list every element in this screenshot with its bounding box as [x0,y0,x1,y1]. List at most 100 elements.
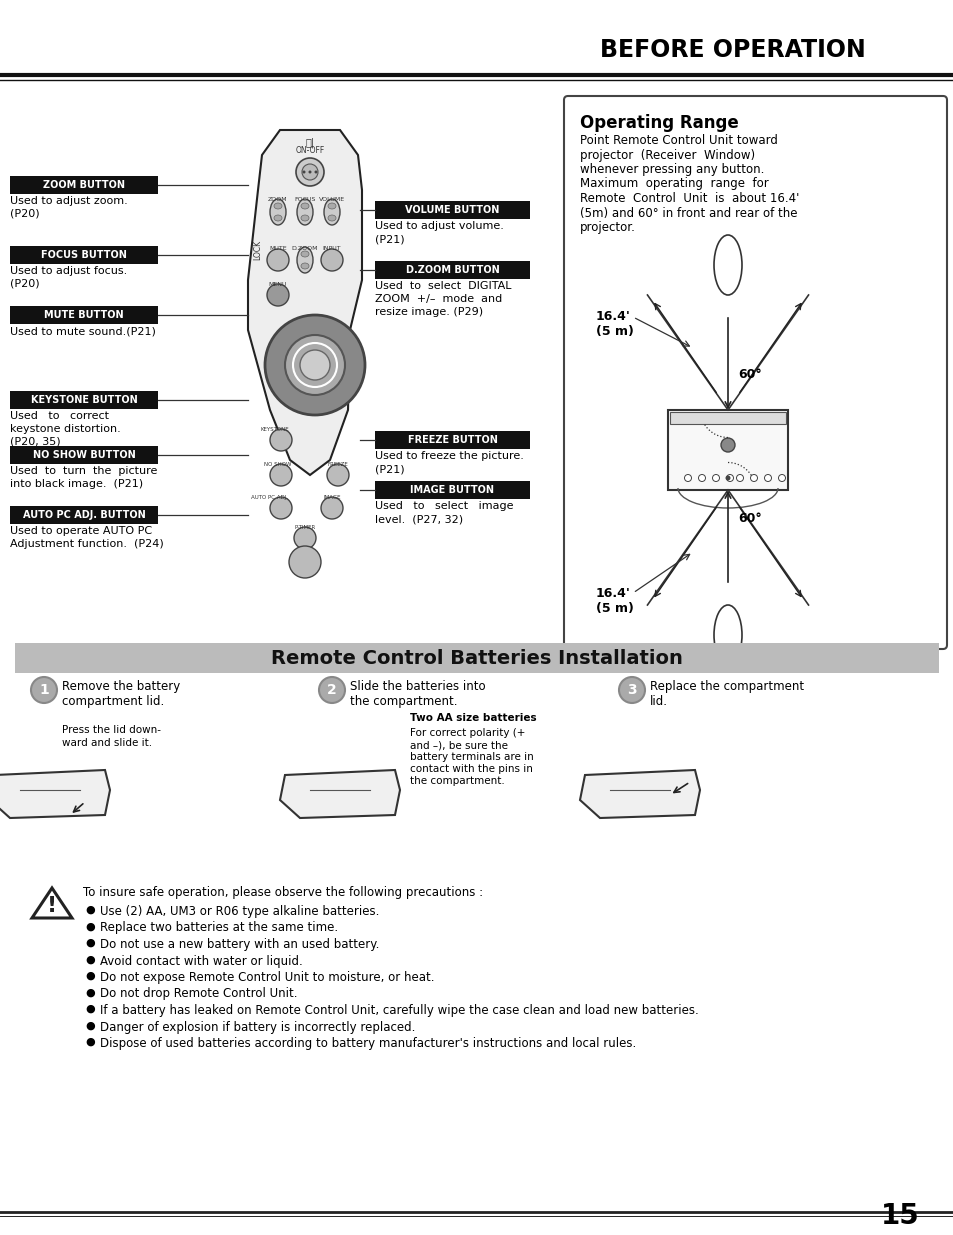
Text: Used to mute sound.(P21): Used to mute sound.(P21) [10,326,155,336]
Circle shape [318,677,345,703]
Text: ●: ● [85,939,94,948]
Bar [667,410,787,490]
Circle shape [294,527,315,550]
Text: keystone distortion.: keystone distortion. [10,424,121,433]
Text: (5 m): (5 m) [596,325,633,338]
Text: the compartment.: the compartment. [350,695,457,708]
Text: Press the lid down-: Press the lid down- [62,725,161,735]
Circle shape [267,249,289,270]
Bar [10,177,158,194]
Polygon shape [579,769,700,818]
Bar [10,306,158,324]
Text: Used to adjust focus.: Used to adjust focus. [10,266,127,275]
Ellipse shape [301,203,309,209]
Ellipse shape [713,235,741,295]
Circle shape [698,474,705,482]
Text: 2: 2 [327,683,336,697]
Text: ZOOM BUTTON: ZOOM BUTTON [43,180,125,190]
Circle shape [726,474,733,482]
Text: Do not drop Remote Control Unit.: Do not drop Remote Control Unit. [100,988,297,1000]
Text: Used  to  select  DIGITAL: Used to select DIGITAL [375,282,511,291]
Text: Remote  Control  Unit  is  about 16.4': Remote Control Unit is about 16.4' [579,191,799,205]
Circle shape [736,474,742,482]
Circle shape [684,474,691,482]
Text: ●: ● [85,971,94,981]
Text: ●: ● [85,1004,94,1014]
Bar [10,391,158,409]
Bar [669,412,785,424]
Text: LOCK: LOCK [253,240,262,261]
Bar [10,446,158,464]
Text: MENU: MENU [269,282,287,287]
Ellipse shape [296,199,313,225]
Text: FREEZE: FREEZE [327,462,348,467]
Text: ZOOM: ZOOM [268,198,288,203]
Text: Remove the battery: Remove the battery [62,680,180,693]
Text: Replace the compartment: Replace the compartment [649,680,803,693]
Text: Used to adjust zoom.: Used to adjust zoom. [10,196,128,206]
Text: D.ZOOM BUTTON: D.ZOOM BUTTON [405,266,498,275]
Text: To insure safe operation, please observe the following precautions :: To insure safe operation, please observe… [83,885,482,899]
Text: Slide the batteries into: Slide the batteries into [350,680,485,693]
Text: ●: ● [85,1037,94,1047]
Text: ●: ● [85,1020,94,1030]
Text: 3: 3 [626,683,637,697]
Text: Dispose of used batteries according to battery manufacturer's instructions and l: Dispose of used batteries according to b… [100,1037,636,1050]
Text: Point Remote Control Unit toward: Point Remote Control Unit toward [579,135,777,147]
Circle shape [267,284,289,306]
Text: ⏻|: ⏻| [305,138,314,148]
Text: ON-OFF: ON-OFF [295,146,324,156]
Text: (5m) and 60° in front and rear of the: (5m) and 60° in front and rear of the [579,206,797,220]
Text: the compartment.: the compartment. [410,776,504,785]
Text: ●: ● [85,988,94,998]
Text: INPUT: INPUT [322,246,341,251]
Text: BEFORE OPERATION: BEFORE OPERATION [599,38,864,62]
Circle shape [327,464,349,487]
Text: IMAGE: IMAGE [323,495,340,500]
Ellipse shape [324,199,339,225]
Polygon shape [32,888,71,918]
Text: ●: ● [85,921,94,931]
Bar [375,431,530,450]
Circle shape [265,315,365,415]
Text: contact with the pins in: contact with the pins in [410,764,533,774]
Circle shape [724,475,730,480]
Text: resize image. (P29): resize image. (P29) [375,308,482,317]
Text: into black image.  (P21): into black image. (P21) [10,479,143,489]
Text: Avoid contact with water or liquid.: Avoid contact with water or liquid. [100,955,302,967]
Text: Used  to  turn  the  picture: Used to turn the picture [10,466,157,475]
Text: (P20): (P20) [10,209,40,219]
Ellipse shape [270,199,286,225]
Text: 1: 1 [39,683,49,697]
Circle shape [308,170,312,173]
Text: projector  (Receiver  Window): projector (Receiver Window) [579,148,755,162]
Text: P-TIMER: P-TIMER [294,525,315,530]
Circle shape [270,464,292,487]
Text: Operating Range: Operating Range [579,114,738,132]
Circle shape [285,335,345,395]
Text: NO SHOW BUTTON: NO SHOW BUTTON [32,450,135,459]
Text: ●: ● [85,905,94,915]
Circle shape [778,474,784,482]
Circle shape [712,474,719,482]
Text: FOCUS: FOCUS [294,198,315,203]
Text: (P20, 35): (P20, 35) [10,437,61,447]
Text: Use (2) AA, UM3 or R06 type alkaline batteries.: Use (2) AA, UM3 or R06 type alkaline bat… [100,905,379,918]
Text: Adjustment function.  (P24): Adjustment function. (P24) [10,538,164,550]
Text: 60°: 60° [738,368,760,382]
Text: IMAGE BUTTON: IMAGE BUTTON [410,485,494,495]
Circle shape [302,164,317,180]
Ellipse shape [301,251,309,257]
Circle shape [289,546,320,578]
Text: KEYSTONE: KEYSTONE [260,427,289,432]
Text: (P20): (P20) [10,279,40,289]
Text: NO SHOW: NO SHOW [264,462,292,467]
Text: (P21): (P21) [375,464,404,474]
Ellipse shape [328,203,335,209]
Text: KEYSTONE BUTTON: KEYSTONE BUTTON [30,395,137,405]
Ellipse shape [274,203,282,209]
Text: 16.4': 16.4' [596,310,630,324]
Text: compartment lid.: compartment lid. [62,695,164,708]
Text: For correct polarity (+: For correct polarity (+ [410,727,525,739]
Text: lid.: lid. [649,695,667,708]
